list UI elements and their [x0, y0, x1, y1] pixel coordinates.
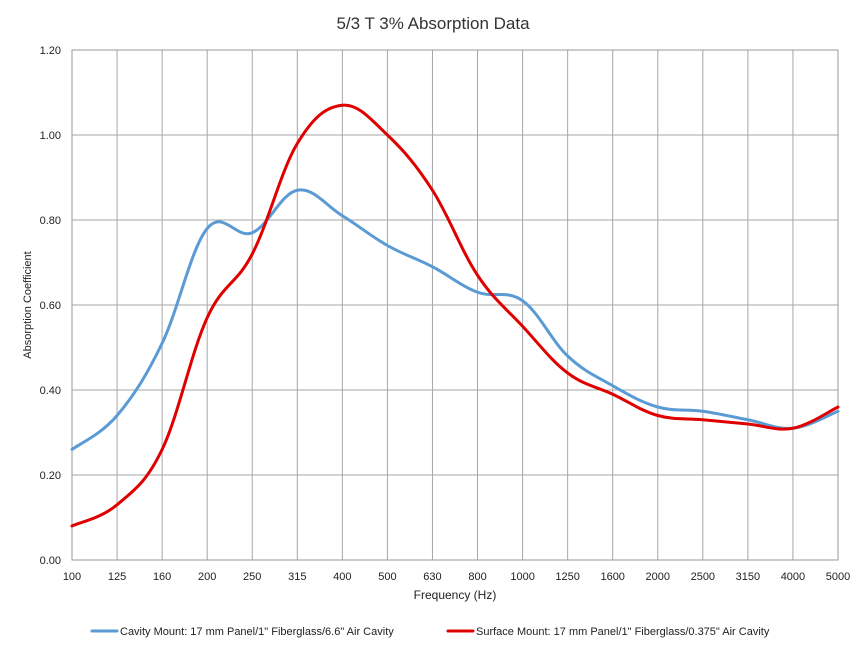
- series-line-surface-mount: [70, 103, 840, 528]
- x-tick-label: 2500: [691, 571, 715, 583]
- chart-title: 5/3 T 3% Absorption Data: [336, 14, 530, 33]
- series-lines: [70, 103, 840, 528]
- x-tick-label: 2000: [646, 571, 670, 583]
- legend-label: Cavity Mount: 17 mm Panel/1" Fiberglass/…: [120, 626, 394, 638]
- x-tick-label: 100: [63, 571, 81, 583]
- y-tick-label: 0.40: [40, 385, 61, 397]
- axes: 0.00 0.20 0.40 0.60 0.80 1.00 1.20 100 125 160 200…: [40, 45, 851, 583]
- legend: Cavity Mount: 17 mm Panel/1" Fiberglass/…: [90, 626, 770, 638]
- y-axis-label: Absorption Coefficient: [22, 251, 34, 358]
- x-tick-label: 1250: [555, 571, 579, 583]
- x-tick-label: 1000: [510, 571, 534, 583]
- x-tick-label: 200: [198, 571, 216, 583]
- x-tick-label: 800: [468, 571, 486, 583]
- grid: [71, 49, 839, 561]
- y-tick-label: 0.80: [40, 215, 61, 227]
- x-tick-label: 400: [333, 571, 351, 583]
- x-tick-label: 630: [423, 571, 441, 583]
- x-tick-label: 1600: [600, 571, 624, 583]
- x-tick-label: 5000: [826, 571, 850, 583]
- x-tick-label: 315: [288, 571, 306, 583]
- plot-area-border: [71, 49, 839, 561]
- legend-label: Surface Mount: 17 mm Panel/1" Fiberglass…: [476, 626, 770, 638]
- x-tick-label: 3150: [736, 571, 760, 583]
- x-tick-label: 4000: [781, 571, 805, 583]
- y-tick-label: 0.00: [40, 555, 61, 567]
- series-line-cavity-mount: [70, 188, 840, 451]
- y-tick-label: 1.20: [40, 45, 61, 57]
- y-tick-label: 1.00: [40, 130, 61, 142]
- x-tick-label: 250: [243, 571, 261, 583]
- x-tick-label: 160: [153, 571, 171, 583]
- x-axis-label: Frequency (Hz): [414, 588, 497, 602]
- y-tick-label: 0.60: [40, 300, 61, 312]
- y-tick-label: 0.20: [40, 470, 61, 482]
- x-tick-label: 500: [378, 571, 396, 583]
- x-tick-label: 125: [108, 571, 126, 583]
